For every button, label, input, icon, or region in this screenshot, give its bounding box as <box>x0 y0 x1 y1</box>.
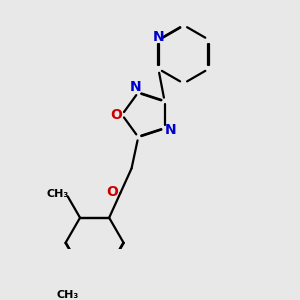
Text: N: N <box>153 30 164 44</box>
Text: O: O <box>110 108 122 122</box>
Text: CH₃: CH₃ <box>46 189 69 199</box>
Text: N: N <box>165 123 177 137</box>
Text: O: O <box>106 185 119 199</box>
Text: CH₃: CH₃ <box>57 290 79 300</box>
Text: N: N <box>130 80 141 94</box>
